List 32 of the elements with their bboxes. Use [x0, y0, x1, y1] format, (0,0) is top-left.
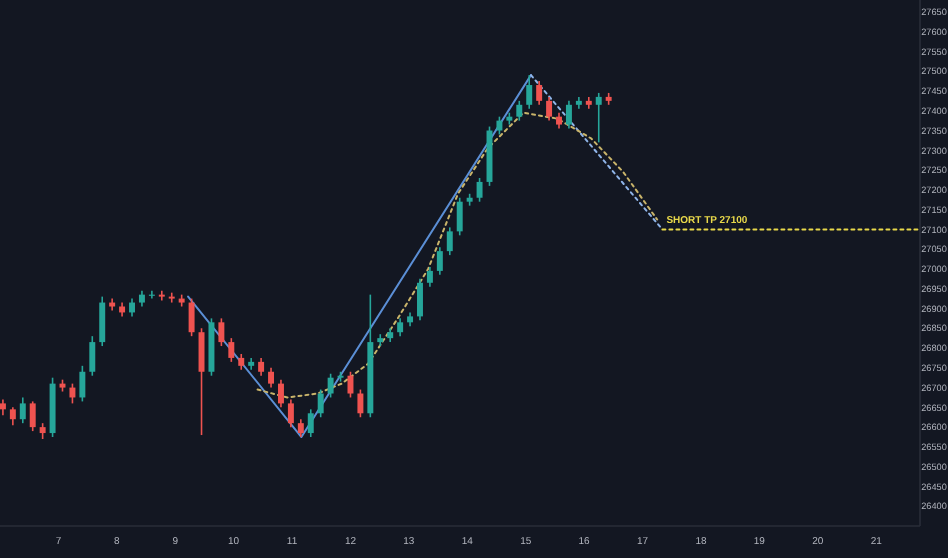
candlestick	[357, 388, 364, 419]
candlestick	[287, 398, 294, 428]
candlestick	[536, 80, 543, 106]
candlestick	[327, 372, 334, 399]
candlestick	[268, 367, 275, 389]
candlestick	[188, 297, 195, 337]
candlestick	[29, 400, 36, 432]
candlestick	[456, 196, 463, 237]
candlestick	[79, 365, 86, 403]
candlestick	[218, 317, 225, 347]
candlestick	[198, 327, 205, 436]
candlestick	[307, 408, 314, 438]
candlestick	[426, 266, 433, 288]
candlestick	[436, 246, 443, 276]
candlestick	[277, 378, 284, 409]
candlestick	[158, 289, 165, 302]
candlestick	[417, 278, 423, 322]
candlestick	[476, 177, 483, 203]
candlestick	[565, 100, 572, 130]
candlestick	[546, 96, 553, 122]
candlestick	[168, 291, 175, 304]
candlestick	[446, 226, 453, 256]
candlestick	[317, 388, 324, 419]
candlestick	[516, 100, 523, 122]
candlestick	[99, 295, 106, 347]
candlestick	[347, 370, 354, 399]
candlestick	[89, 335, 96, 377]
candlestick	[228, 337, 235, 363]
candlestick	[19, 396, 26, 424]
candlestick	[526, 74, 533, 110]
candlestick	[595, 92, 602, 144]
candlestick	[69, 382, 76, 405]
